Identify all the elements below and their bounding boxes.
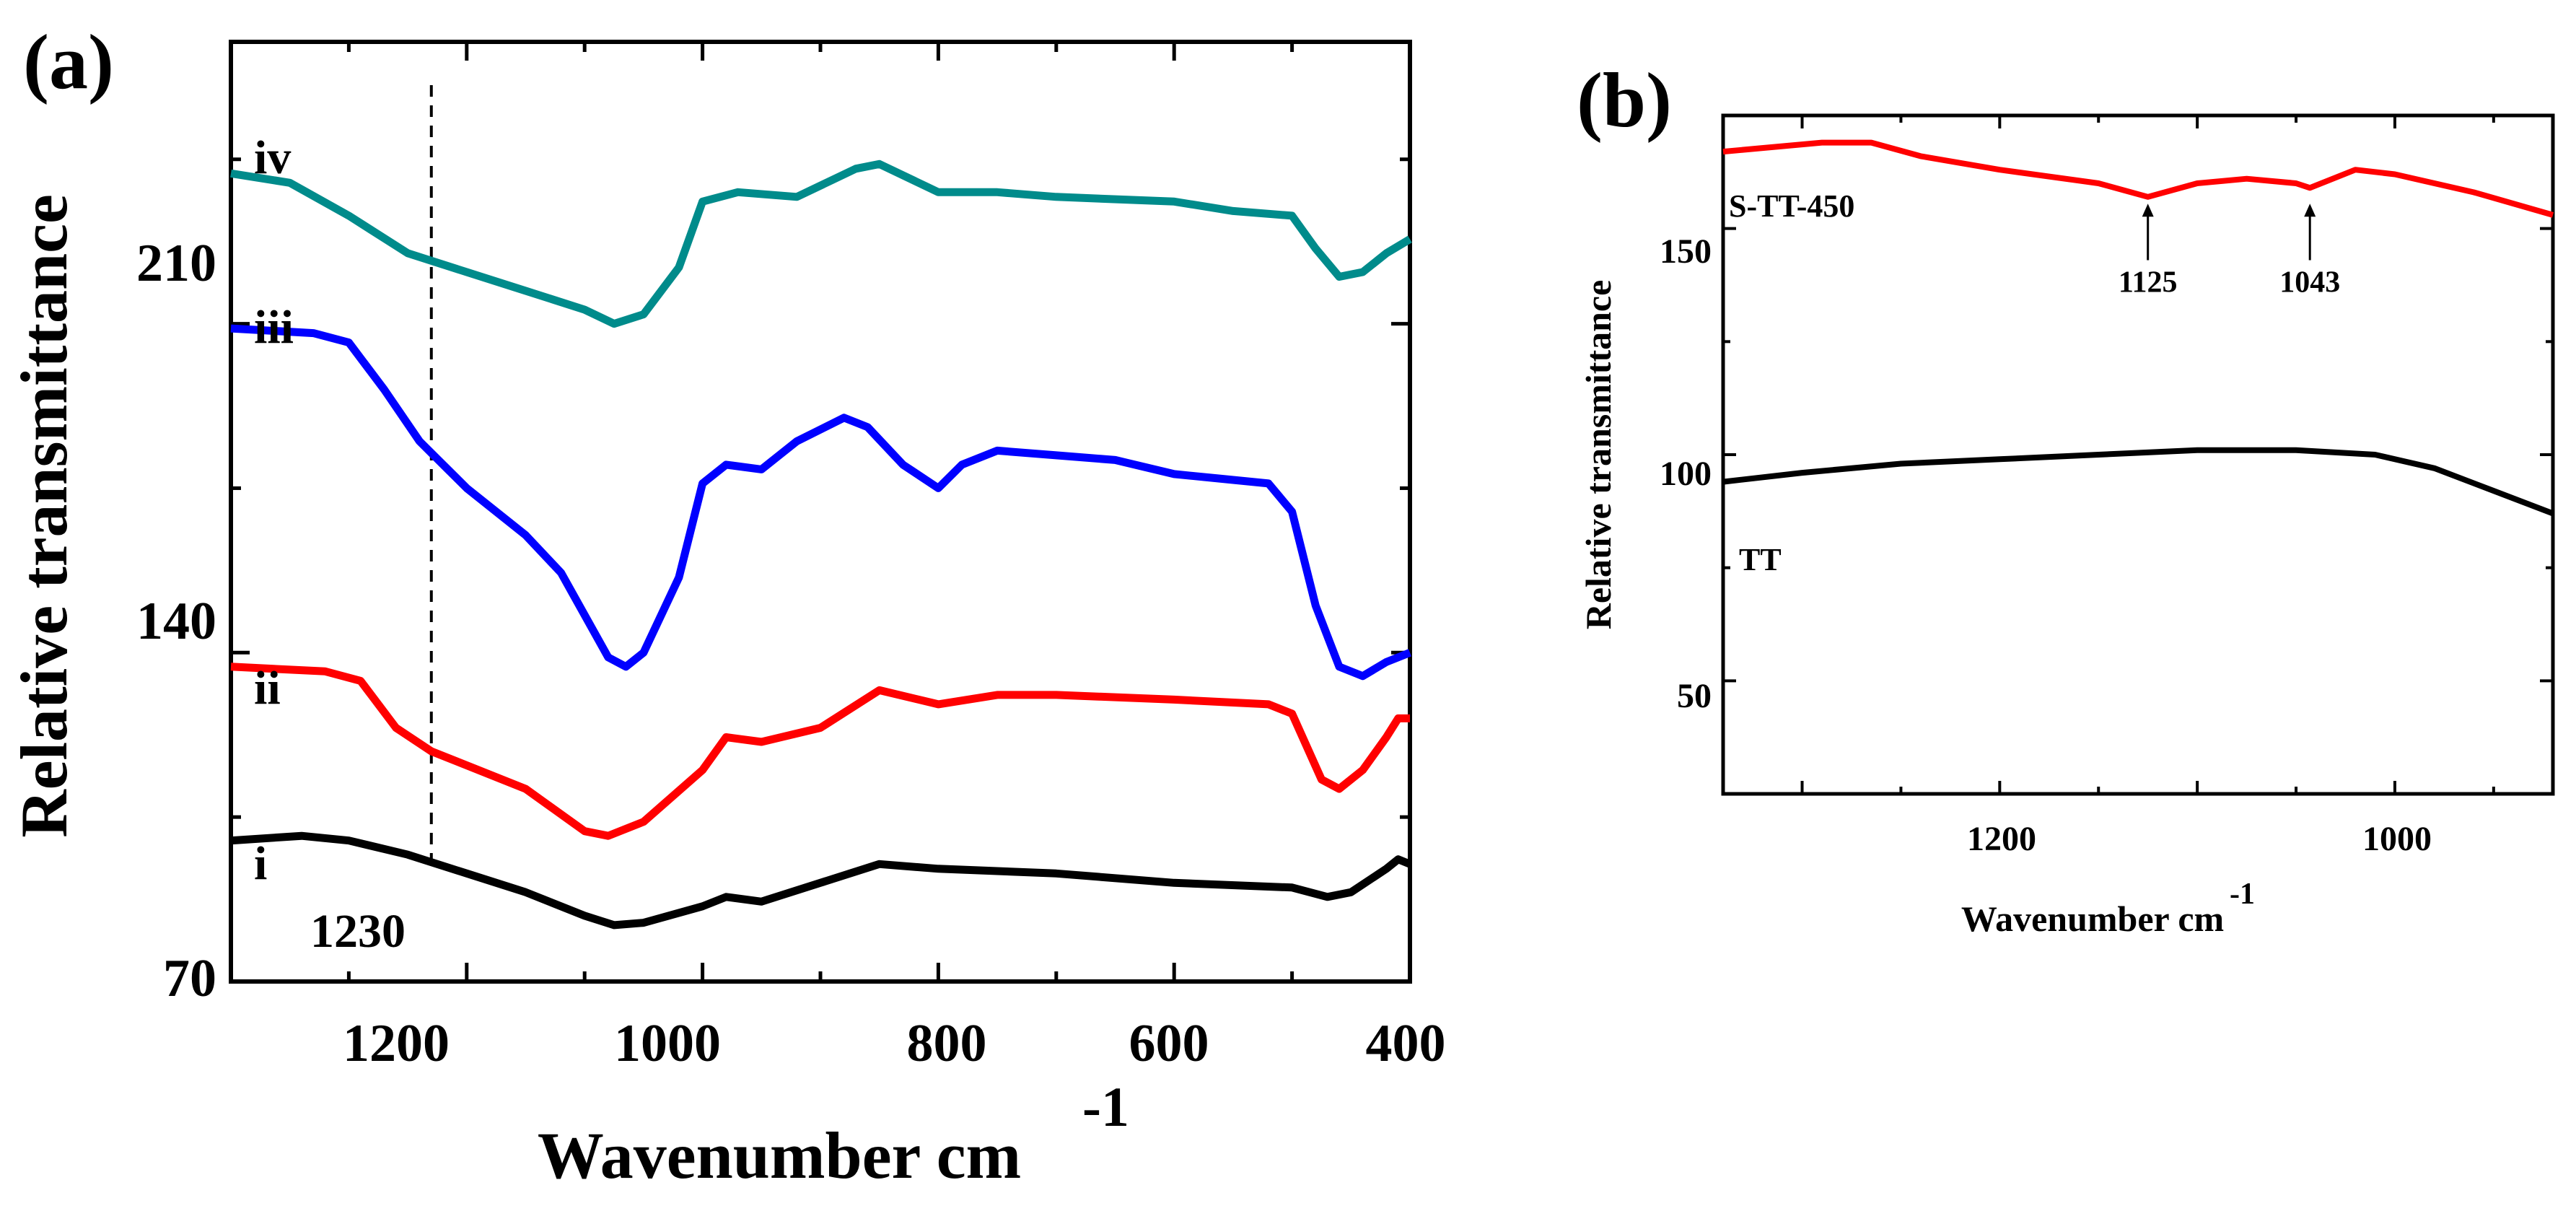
- panel-a-x-tick-label: 400: [1366, 1014, 1446, 1073]
- annotation-1043-label: 1043: [2279, 266, 2340, 300]
- panel-a-x-tick-labels: 1200 1000 800 600 400: [343, 1014, 1446, 1073]
- panel-a-y-tick-labels: 70 140 210: [136, 234, 216, 1008]
- panel-b-y-tick-label: 50: [1677, 677, 1712, 715]
- panel-a-y-tick-label: 210: [136, 234, 216, 293]
- panel-b-x-axis-title: Wavenumber cm: [1961, 899, 2224, 939]
- panel-a-x-axis-title: Wavenumber cm: [538, 1119, 1021, 1192]
- series-iii-line: [230, 324, 1412, 681]
- panel-a-x-tick-label: 800: [907, 1014, 987, 1073]
- panel-a-reference-label: 1230: [310, 905, 406, 958]
- panel-b-x-tick-label: 1000: [2362, 820, 2432, 858]
- panel-b-x-axis-superscript: -1: [2230, 878, 2255, 911]
- panel-b-y-tick-label: 150: [1660, 232, 1712, 271]
- series-s-tt-450-label: S-TT-450: [1729, 188, 1854, 224]
- panel-a-x-tick-label: 1200: [343, 1014, 450, 1073]
- panel-b-annotations: 1125 1043: [2119, 204, 2340, 300]
- panel-b-y-tick-labels: 50 100 150: [1660, 232, 1712, 715]
- annotation-1125-label: 1125: [2119, 266, 2178, 300]
- panel-b-y-tick-label: 100: [1660, 455, 1712, 493]
- panel-b-ticks: [1723, 114, 2553, 795]
- series-s-tt-450-line: [1722, 139, 2554, 218]
- series-tt-label: TT: [1739, 542, 1782, 577]
- series-i-line: [230, 831, 1412, 930]
- series-ii-label: ii: [254, 662, 281, 714]
- panel-b: (b) 50 100 150 1200 1000 Wavenumber cm -…: [1577, 58, 2555, 939]
- panel-a-x-tick-label: 1000: [614, 1014, 721, 1073]
- panel-a-x-tick-label: 600: [1129, 1014, 1209, 1073]
- panel-a-label: (a): [23, 19, 114, 105]
- panel-b-y-axis-title: Relative transmittance: [1578, 280, 1618, 630]
- series-tt-line: [1722, 447, 2554, 517]
- panel-a-y-tick-label: 140: [136, 592, 216, 651]
- panel-a-x-axis-superscript: -1: [1082, 1075, 1129, 1138]
- panel-b-x-tick-labels: 1200 1000: [1967, 820, 2432, 858]
- series-i-label: i: [254, 837, 267, 890]
- series-iii-label: iii: [254, 301, 294, 354]
- panel-b-label: (b): [1577, 58, 1672, 144]
- series-iv-line: [230, 159, 1412, 328]
- annotation-1125-arrowhead: [2142, 204, 2154, 217]
- panel-b-series-group: [1722, 139, 2554, 517]
- series-ii-line: [230, 663, 1410, 840]
- panel-a-y-axis-title: Relative transmittance: [7, 194, 81, 838]
- annotation-1043-arrowhead: [2304, 204, 2316, 217]
- panel-a-series-group: [230, 159, 1412, 930]
- series-iv-label: iv: [254, 131, 291, 184]
- panel-b-x-tick-label: 1200: [1967, 820, 2036, 858]
- panel-a-y-tick-label: 70: [163, 949, 216, 1008]
- panel-a: (a) 70 140 210 1200 1000 800 600 400 Wav…: [7, 19, 1446, 1192]
